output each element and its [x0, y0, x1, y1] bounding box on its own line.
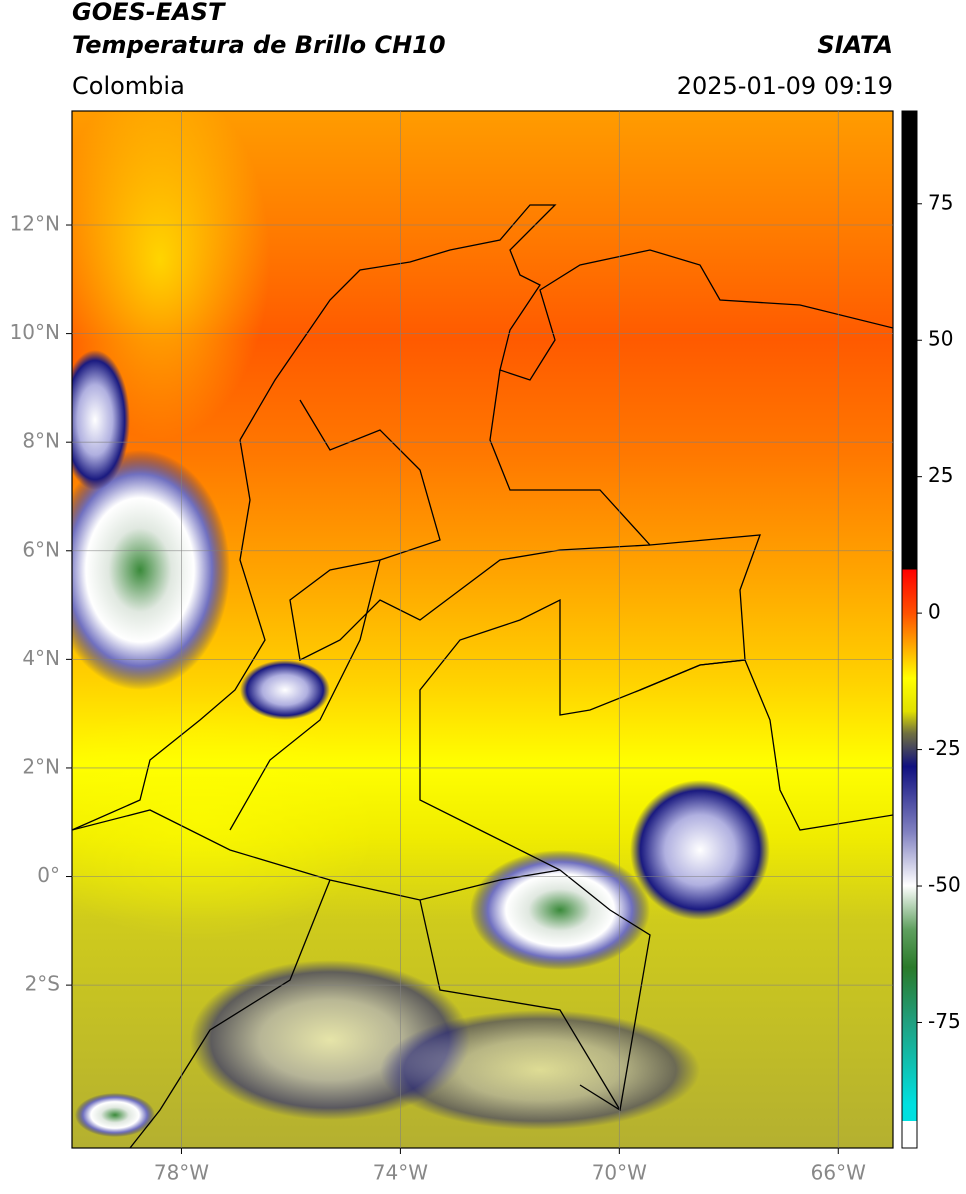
- region: Colombia: [72, 72, 185, 100]
- map-frame: [71, 110, 894, 1149]
- colorbar-tick-label: -25: [928, 736, 961, 760]
- lon-tick-label: 70°W: [592, 1161, 647, 1185]
- colorbar: [901, 110, 918, 1149]
- colorbar-tick-label: 75: [928, 190, 953, 214]
- map-image: [72, 111, 893, 1148]
- lon-tick-label: 74°W: [373, 1161, 428, 1185]
- colorbar-tick-label: 25: [928, 463, 953, 487]
- lat-tick-label: 8°N: [22, 429, 60, 453]
- lat-tick-label: 2°S: [25, 972, 60, 996]
- colorbar-tick-label: 0: [928, 600, 941, 624]
- lon-tick-label: 66°W: [811, 1161, 866, 1185]
- datetime: 2025-01-09 09:19: [677, 72, 893, 100]
- source: SIATA: [817, 31, 893, 59]
- colorbar-tick-label: 50: [928, 327, 953, 351]
- lat-tick-label: 2°N: [22, 754, 60, 778]
- lat-tick-label: 0°: [37, 863, 60, 887]
- title: GOES-EAST: [72, 0, 226, 26]
- lat-tick-label: 12°N: [10, 212, 60, 236]
- colorbar-tick-label: -50: [928, 873, 961, 897]
- subtitle: Temperatura de Brillo CH10: [72, 31, 446, 59]
- lat-tick-label: 10°N: [10, 320, 60, 344]
- lat-tick-label: 6°N: [22, 537, 60, 561]
- lat-tick-label: 4°N: [22, 646, 60, 670]
- lon-tick-label: 78°W: [154, 1161, 209, 1185]
- colorbar-tick-label: -75: [928, 1009, 961, 1033]
